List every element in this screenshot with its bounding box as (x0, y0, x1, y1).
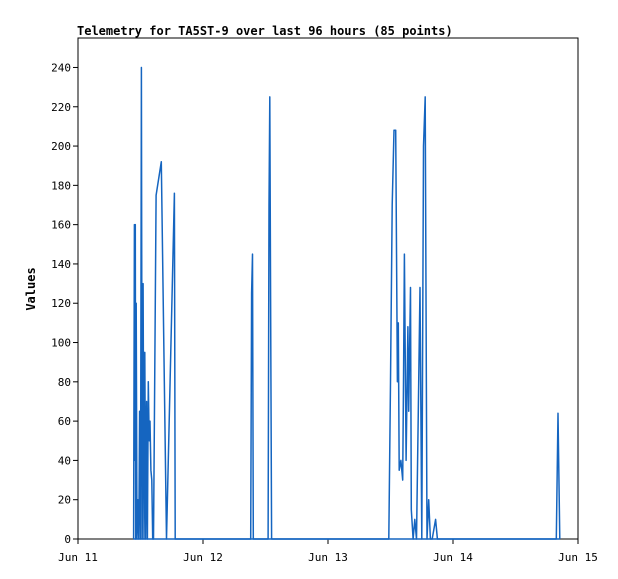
x-tick-label: Jun 14 (433, 551, 473, 564)
y-tick-label: 20 (58, 494, 71, 507)
y-tick-label: 80 (58, 376, 71, 389)
plot-area (77, 37, 579, 540)
y-tick-label: 220 (51, 101, 71, 114)
y-tick-label: 240 (51, 61, 71, 74)
y-tick-label: 160 (51, 219, 71, 232)
y-tick-label: 180 (51, 179, 71, 192)
y-tick-label: 40 (58, 454, 71, 467)
x-tick-label: Jun 13 (308, 551, 348, 564)
y-axis-label: Values (24, 267, 38, 310)
y-tick-label: 0 (64, 533, 71, 546)
y-tick-label: 140 (51, 258, 71, 271)
y-axis: 0 20 40 60 80 100 120 140 160 180 200 220 240 (51, 61, 78, 546)
y-tick-label: 200 (51, 140, 71, 153)
y-tick-label: 60 (58, 415, 71, 428)
y-tick-label: 100 (51, 337, 71, 350)
y-tick-label: 120 (51, 297, 71, 310)
x-axis: Jun 11 Jun 12 Jun 13 Jun 14 Jun 15 (58, 539, 598, 564)
x-tick-label: Jun 15 (558, 551, 598, 564)
chart-title: Telemetry for TA5ST-9 over last 96 hours… (77, 24, 453, 38)
series-layer (132, 66, 561, 540)
x-tick-label: Jun 11 (58, 551, 98, 564)
x-tick-label: Jun 12 (183, 551, 223, 564)
series-line (132, 66, 561, 540)
